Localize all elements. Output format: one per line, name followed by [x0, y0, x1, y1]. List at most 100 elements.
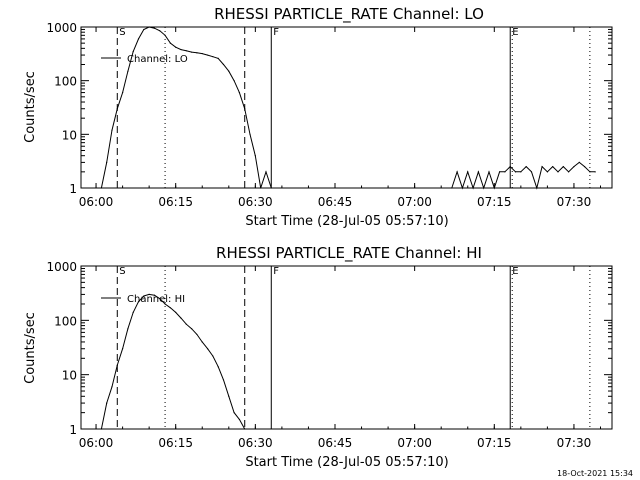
data-point: [520, 171, 522, 173]
x-tick-label: 06:30: [238, 436, 273, 450]
data-point: [100, 187, 102, 189]
series-lines: [100, 26, 596, 190]
data-point: [132, 311, 134, 313]
data-point: [562, 166, 564, 168]
chart-title: RHESSI PARTICLE_RATE Channel: LO: [214, 5, 484, 24]
plot-frame: [80, 26, 613, 189]
data-point: [201, 52, 203, 55]
data-point: [233, 412, 235, 414]
data-point: [583, 166, 586, 168]
data-point: [116, 108, 118, 110]
data-point: [509, 166, 511, 168]
data-point: [244, 108, 246, 110]
x-tick-label: 06:45: [318, 195, 353, 209]
series-line: [100, 293, 246, 430]
marker-label: S: [119, 27, 125, 38]
data-point: [265, 171, 267, 173]
data-point: [164, 303, 166, 305]
data-point: [111, 386, 113, 388]
y-tick-label: 1000: [46, 21, 77, 35]
x-axis-label: Start Time (28-Jul-05 05:57:10): [245, 455, 448, 470]
data-point: [472, 187, 474, 189]
y-tick-label: 1000: [46, 260, 77, 274]
data-point: [573, 166, 575, 168]
axis-ticks: 06:00 06:15 06:30 06:45 07:00 07:15 07:30 1 10 10…: [46, 21, 612, 209]
data-point: [169, 307, 171, 309]
data-point: [164, 34, 166, 36]
data-point: [238, 418, 241, 421]
x-tick-label: 06:30: [238, 195, 273, 209]
data-point: [127, 70, 129, 72]
marker-label: S: [119, 266, 125, 277]
chart-title: RHESSI PARTICLE_RATE Channel: HI: [216, 244, 482, 263]
x-tick-label: 06:00: [79, 195, 114, 209]
data-point: [180, 48, 182, 51]
data-point: [169, 42, 171, 44]
data-point: [483, 187, 485, 189]
data-point: [594, 171, 596, 173]
data-point: [228, 395, 230, 397]
data-point: [552, 166, 554, 168]
x-tick-label: 07:15: [477, 436, 512, 450]
y-tick-label: 100: [54, 75, 77, 89]
data-point: [541, 166, 543, 168]
data-point: [536, 187, 538, 189]
data-point: [111, 129, 113, 131]
data-point: [191, 51, 193, 53]
x-tick-label: 06:15: [158, 195, 193, 209]
data-point: [185, 50, 187, 52]
y-tick-label: 1: [69, 182, 77, 196]
data-point: [206, 348, 209, 350]
x-tick-label: 07:30: [557, 195, 592, 209]
series-line: [451, 161, 596, 190]
data-point: [238, 91, 241, 94]
data-point: [137, 38, 140, 40]
data-point: [504, 171, 506, 173]
data-point: [546, 171, 548, 173]
data-point: [191, 328, 193, 330]
data-point: [153, 27, 156, 29]
data-point: [127, 328, 129, 330]
data-point: [143, 28, 145, 31]
y-tick-label: 1: [69, 423, 77, 437]
x-tick-label: 07:00: [397, 436, 432, 450]
data-point: [222, 63, 225, 66]
data-point: [499, 171, 501, 173]
data-point: [121, 348, 124, 350]
data-point: [228, 70, 230, 72]
data-point: [153, 294, 156, 296]
footer-timestamp: 18-Oct-2021 15:34: [557, 469, 633, 478]
data-point: [137, 301, 140, 303]
axis-ticks: 06:00 06:15 06:30 06:45 07:00 07:15 07:30 1 10 10…: [46, 260, 612, 450]
data-point: [568, 171, 570, 173]
marker-label: E: [512, 266, 518, 277]
data-point: [260, 187, 262, 189]
data-point: [270, 187, 272, 189]
data-point: [493, 187, 495, 189]
data-point: [175, 46, 177, 48]
data-point: [159, 298, 161, 300]
data-point: [467, 171, 469, 173]
data-point: [456, 171, 458, 173]
data-point: [116, 364, 118, 366]
data-point: [148, 26, 150, 28]
data-point: [175, 311, 177, 313]
data-point: [244, 428, 246, 430]
plot-frame: [80, 265, 613, 430]
y-axis-label: Counts/sec: [23, 312, 38, 384]
data-point: [217, 366, 219, 368]
data-point: [201, 341, 203, 343]
x-tick-label: 07:30: [557, 436, 592, 450]
data-point: [233, 80, 235, 82]
x-tick-label: 06:45: [318, 436, 353, 450]
data-point: [525, 166, 527, 168]
data-point: [222, 379, 225, 381]
lo-channel-plot: RHESSI PARTICLE_RATE Channel: LO Counts/…: [23, 5, 613, 229]
data-point: [196, 52, 198, 54]
data-point: [106, 161, 108, 163]
data-point: [451, 187, 453, 189]
data-point: [106, 402, 108, 404]
x-tick-label: 06:15: [158, 436, 193, 450]
